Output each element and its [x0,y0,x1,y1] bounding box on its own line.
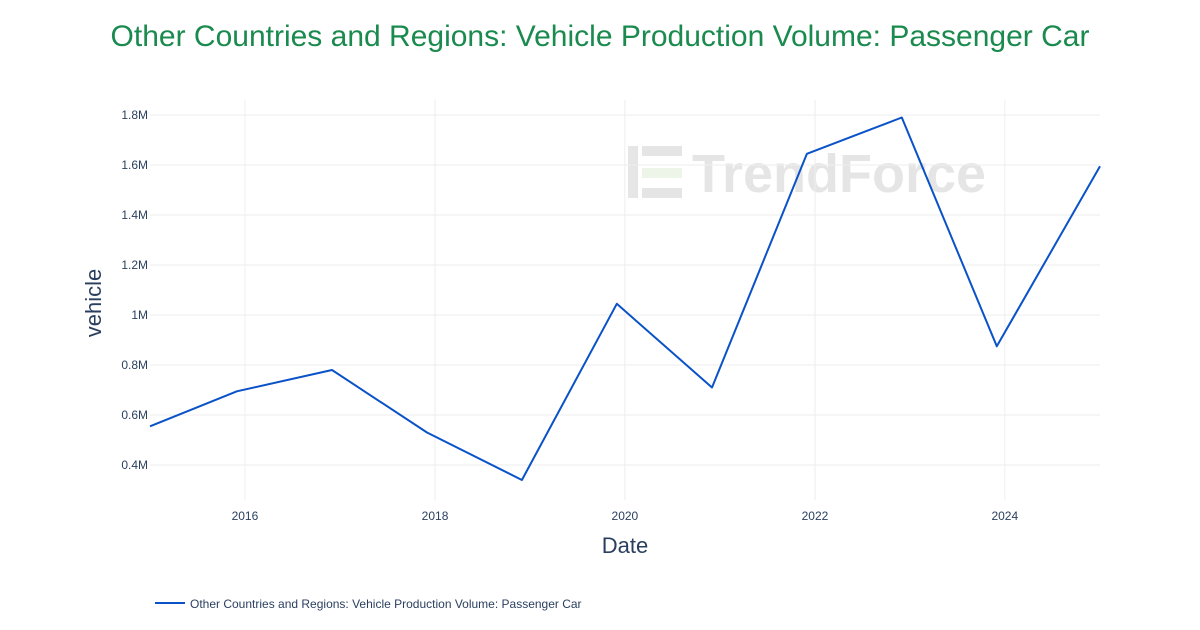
series-line[interactable] [149,116,1101,481]
watermark-bar-4 [642,188,682,198]
data-point[interactable] [1094,160,1106,172]
legend[interactable]: Other Countries and Regions: Vehicle Pro… [155,597,582,611]
x-axis-title: Date [602,533,648,558]
x-tick-label: 2016 [232,509,259,523]
y-tick-label: 0.4M [121,458,148,472]
y-tick-label: 1M [131,308,148,322]
y-tick-label: 0.8M [121,358,148,372]
watermark-text: TrendForce [692,144,986,204]
x-axis-ticks: 2016 2018 2020 2022 2024 [232,509,1019,523]
x-tick-label: 2020 [612,509,639,523]
x-tick-label: 2022 [802,509,829,523]
series-layer [144,112,1106,486]
y-tick-label: 1.4M [121,208,148,222]
y-tick-label: 1.8M [121,108,148,122]
x-tick-label: 2024 [991,509,1018,523]
legend-label: Other Countries and Regions: Vehicle Pro… [190,597,582,611]
data-point[interactable] [144,420,156,432]
data-point[interactable] [326,364,338,376]
y-tick-label: 1.2M [121,258,148,272]
data-point[interactable] [706,382,718,394]
y-tick-label: 0.6M [121,408,148,422]
watermark-logo: TrendForce [628,144,986,204]
x-tick-label: 2018 [422,509,449,523]
watermark-bar-2 [642,146,682,156]
watermark-bar-3 [642,168,682,178]
data-point[interactable] [801,148,813,160]
watermark-bar-1 [628,146,638,198]
y-tick-label: 1.6M [121,158,148,172]
data-point[interactable] [231,385,243,397]
data-point[interactable] [991,340,1003,352]
grid [150,100,1100,500]
y-axis-ticks: 0.4M 0.6M 0.8M 1M 1.2M 1.4M 1.6M 1.8M [121,108,148,472]
chart-title: Other Countries and Regions: Vehicle Pro… [110,20,1090,53]
data-point[interactable] [896,112,908,124]
data-point[interactable] [421,427,433,439]
y-axis-title: vehicle [81,269,106,337]
data-point[interactable] [516,474,528,486]
data-point[interactable] [611,298,623,310]
